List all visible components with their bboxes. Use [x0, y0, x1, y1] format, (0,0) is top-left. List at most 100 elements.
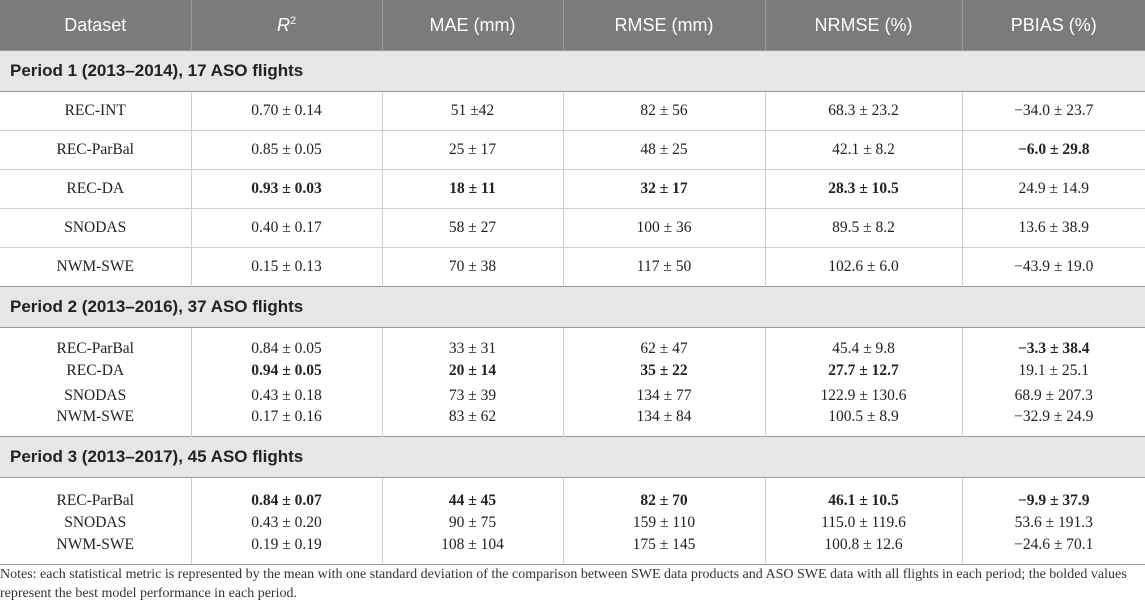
- cell-pbias: 53.6 ± 191.3: [1014, 514, 1093, 531]
- cell-mae: 58 ± 27: [382, 208, 564, 248]
- period-3-heading-row: Period 3 (2013–2017), 45 ASO flights: [0, 436, 1145, 478]
- cell-dataset: SNODAS: [0, 383, 192, 408]
- cell-dataset: REC-ParBal: [0, 327, 192, 358]
- header-r2-base: R: [276, 14, 290, 35]
- cell-nrmse: 100.5 ± 8.9: [765, 408, 963, 437]
- table-row: REC-DA 0.93 ± 0.03 18 ± 11 32 ± 17 28.3 …: [0, 169, 1145, 209]
- cell-dataset: NWM-SWE: [0, 408, 192, 437]
- cell-r2: 0.93 ± 0.03: [191, 169, 383, 209]
- cell-rmse: 100 ± 36: [563, 208, 766, 248]
- cell-rmse: 62 ± 47: [563, 327, 766, 358]
- cell-r2: 0.17 ± 0.16: [191, 408, 383, 437]
- table-row: NWM-SWE 0.17 ± 0.16 83 ± 62 134 ± 84 100…: [0, 408, 1145, 437]
- cell-mae: 90 ± 75: [382, 510, 564, 536]
- header-r2: R2: [191, 0, 383, 51]
- cell-rmse: 32 ± 17: [563, 169, 766, 209]
- cell-mae: 51 ±42: [382, 91, 564, 131]
- table-header: Dataset R2 MAE (mm) RMSE (mm) NRMSE (%) …: [0, 0, 1145, 51]
- header-nrmse: NRMSE (%): [765, 0, 963, 51]
- cell-mae: 33 ± 31: [382, 327, 564, 358]
- cell-rmse: 82 ± 70: [563, 477, 766, 510]
- cell-r2: 0.84 ± 0.05: [191, 327, 383, 358]
- cell-pbias: −24.6 ± 70.1: [962, 536, 1145, 565]
- cell-dataset: REC-DA: [0, 358, 192, 383]
- cell-nrmse: 28.3 ± 10.5: [765, 169, 963, 209]
- cell-mae: 73 ± 39: [382, 383, 564, 408]
- cell-r2: 0.84 ± 0.07: [191, 477, 383, 510]
- cell-pbias: 13.6 ± 38.9: [962, 208, 1145, 248]
- cell-mae: 108 ± 104: [382, 536, 564, 565]
- cell-r2: 0.15 ± 0.13: [191, 247, 383, 287]
- cell-dataset: SNODAS: [0, 208, 192, 248]
- cell-r2: 0.40 ± 0.17: [191, 208, 383, 248]
- cell-dataset: NWM-SWE: [0, 536, 192, 565]
- cell-mae: 44 ± 45: [382, 477, 564, 510]
- cell-dataset: REC-ParBal: [0, 130, 192, 170]
- cell-dataset: REC-DA: [0, 169, 192, 209]
- cell-pbias: −3.3 ± 38.4: [1017, 340, 1090, 357]
- cell-nrmse: 122.9 ± 130.6: [765, 383, 963, 408]
- cell-rmse: 117 ± 50: [563, 247, 766, 287]
- header-rmse: RMSE (mm): [563, 0, 766, 51]
- table-row: SNODAS 0.40 ± 0.17 58 ± 27 100 ± 36 89.5…: [0, 208, 1145, 248]
- cell-pbias: −6.0 ± 29.8: [962, 130, 1145, 170]
- table-row: REC-ParBal 0.84 ± 0.07 44 ± 45 82 ± 70 4…: [0, 477, 1145, 510]
- header-r2-sup: 2: [289, 14, 297, 27]
- cell-r2: 0.43 ± 0.20: [191, 510, 383, 536]
- period-1-heading-row: Period 1 (2013–2014), 17 ASO flights: [0, 50, 1145, 92]
- cell-pbias: 24.9 ± 14.9: [962, 169, 1145, 209]
- table-row: SNODAS 0.43 ± 0.18 73 ± 39 134 ± 77 122.…: [0, 383, 1145, 408]
- cell-mae: 70 ± 38: [382, 247, 564, 287]
- cell-dataset: REC-ParBal: [0, 477, 192, 510]
- cell-rmse: 35 ± 22: [563, 358, 766, 383]
- cell-mae: 83 ± 62: [382, 408, 564, 437]
- cell-rmse: 48 ± 25: [563, 130, 766, 170]
- table-row: REC-DA 0.94 ± 0.05 20 ± 14 35 ± 22 27.7 …: [0, 358, 1145, 383]
- period-2-heading-row: Period 2 (2013–2016), 37 ASO flights: [0, 286, 1145, 328]
- cell-pbias: −34.0 ± 23.7: [962, 91, 1145, 131]
- cell-rmse: 134 ± 84: [563, 408, 766, 437]
- header-pbias: PBIAS (%): [962, 0, 1145, 51]
- cell-nrmse: 89.5 ± 8.2: [765, 208, 963, 248]
- table-row: SNODAS 0.43 ± 0.20 90 ± 75 159 ± 110 115…: [0, 510, 1145, 536]
- cell-r2: 0.19 ± 0.19: [191, 536, 383, 565]
- table-row: REC-ParBal 0.84 ± 0.05 33 ± 31 62 ± 47 4…: [0, 327, 1145, 358]
- period-3-title: Period 3 (2013–2017), 45 ASO flights: [0, 436, 1145, 478]
- cell-pbias: 19.1 ± 25.1: [1018, 361, 1089, 379]
- cell-rmse: 134 ± 77: [563, 383, 766, 408]
- cell-nrmse: 115.0 ± 119.6: [765, 510, 963, 536]
- table-row: REC-ParBal 0.85 ± 0.05 25 ± 17 48 ± 25 4…: [0, 130, 1145, 170]
- cell-nrmse: 68.3 ± 23.2: [765, 91, 963, 131]
- cell-r2: 0.94 ± 0.05: [191, 358, 383, 383]
- cell-pbias: −43.9 ± 19.0: [1014, 258, 1094, 275]
- table-row: NWM-SWE 0.19 ± 0.19 108 ± 104 175 ± 145 …: [0, 536, 1145, 565]
- cell-dataset: REC-INT: [0, 91, 192, 131]
- header-mae: MAE (mm): [382, 0, 564, 51]
- cell-r2: 0.70 ± 0.14: [191, 91, 383, 131]
- cell-mae: 18 ± 11: [382, 169, 564, 209]
- cell-mae: 25 ± 17: [382, 130, 564, 170]
- cell-pbias: 68.9 ± 207.3: [1014, 386, 1093, 404]
- cell-nrmse: 27.7 ± 12.7: [765, 358, 963, 383]
- cell-nrmse: 102.6 ± 6.0: [765, 247, 963, 287]
- cell-r2: 0.43 ± 0.18: [191, 383, 383, 408]
- period-1-title: Period 1 (2013–2014), 17 ASO flights: [0, 50, 1145, 92]
- cell-rmse: 175 ± 145: [563, 536, 766, 565]
- results-table: Dataset R2 MAE (mm) RMSE (mm) NRMSE (%) …: [0, 0, 1145, 565]
- header-row: Dataset R2 MAE (mm) RMSE (mm) NRMSE (%) …: [0, 0, 1145, 51]
- cell-rmse: 159 ± 110: [563, 510, 766, 536]
- cell-nrmse: 46.1 ± 10.5: [765, 477, 963, 510]
- table-body: Period 1 (2013–2014), 17 ASO flights REC…: [0, 50, 1145, 565]
- period-2-title: Period 2 (2013–2016), 37 ASO flights: [0, 286, 1145, 328]
- table-row: REC-INT 0.70 ± 0.14 51 ±42 82 ± 56 68.3 …: [0, 91, 1145, 131]
- header-dataset: Dataset: [0, 0, 192, 51]
- cell-dataset: NWM-SWE: [0, 247, 192, 287]
- cell-dataset: SNODAS: [0, 510, 192, 536]
- cell-nrmse: 45.4 ± 9.8: [765, 327, 963, 358]
- cell-rmse: 82 ± 56: [563, 91, 766, 131]
- table-notes: Notes: each statistical metric is repres…: [0, 567, 1127, 601]
- cell-nrmse: 42.1 ± 8.2: [765, 130, 963, 170]
- cell-nrmse: 100.8 ± 12.6: [765, 536, 963, 565]
- cell-pbias: −32.9 ± 24.9: [1014, 408, 1094, 425]
- cell-mae: 20 ± 14: [382, 358, 564, 383]
